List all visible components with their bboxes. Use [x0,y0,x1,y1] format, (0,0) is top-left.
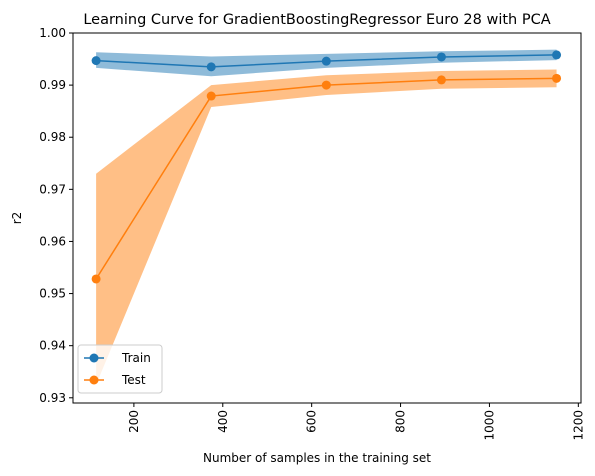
legend-box [77,344,163,394]
confidence-bands [96,49,557,385]
x-tick-label: 800 [394,410,408,433]
plot-frame [72,32,582,404]
x-tick-label: 1000 [482,410,496,441]
x-axis-ticks: 200 400 600 800 1000 1200 [127,403,585,441]
y-tick-label: 0.94 [39,339,66,353]
x-tick-label: 400 [216,410,230,433]
test-point [321,80,331,90]
y-axis-label: r2 [10,212,24,225]
y-tick-label: 0.96 [39,234,66,248]
y-tick-label: 1.00 [39,26,66,40]
x-tick-label: 200 [127,410,141,433]
legend-label-train: Train [121,351,151,365]
test-point [552,73,562,83]
y-tick-label: 0.99 [39,78,66,92]
y-tick-label: 0.95 [39,287,66,301]
series-points [91,50,562,284]
y-tick-label: 0.93 [39,391,66,405]
test-point [436,75,446,85]
train-point [436,52,446,62]
legend-label-test: Test [121,373,146,387]
test-confidence-band [96,69,557,385]
test-point [91,274,101,284]
legend-marker-train [89,353,99,363]
train-point [321,56,331,66]
legend-marker-test [89,375,99,385]
x-axis-label: Number of samples in the training set [203,451,431,465]
test-point [206,91,216,101]
train-point [552,50,562,60]
legend: Train Test [77,344,163,394]
y-axis-ticks: 0.93 0.94 0.95 0.96 0.97 0.98 0.99 1.00 [39,26,73,405]
y-tick-label: 0.98 [39,130,66,144]
y-tick-label: 0.97 [39,182,66,196]
train-point [206,62,216,72]
x-tick-label: 1200 [571,410,585,441]
x-tick-label: 600 [305,410,319,433]
chart-title: Learning Curve for GradientBoostingRegre… [83,12,550,28]
train-point [91,56,101,66]
